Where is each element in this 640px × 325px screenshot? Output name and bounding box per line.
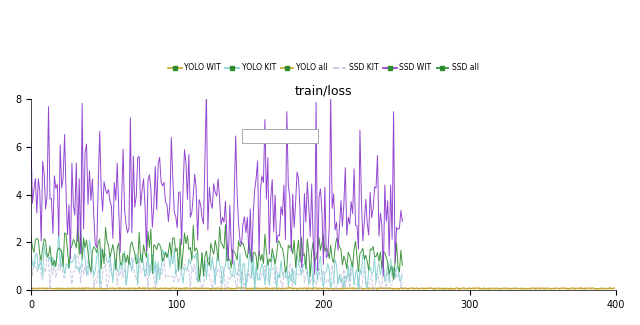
Title: train/loss: train/loss <box>294 84 352 98</box>
FancyBboxPatch shape <box>241 129 317 143</box>
Legend: YOLO WIT, YOLO KIT, YOLO all, SSD KIT, SSD WIT, SSD all: YOLO WIT, YOLO KIT, YOLO all, SSD KIT, S… <box>165 60 482 75</box>
